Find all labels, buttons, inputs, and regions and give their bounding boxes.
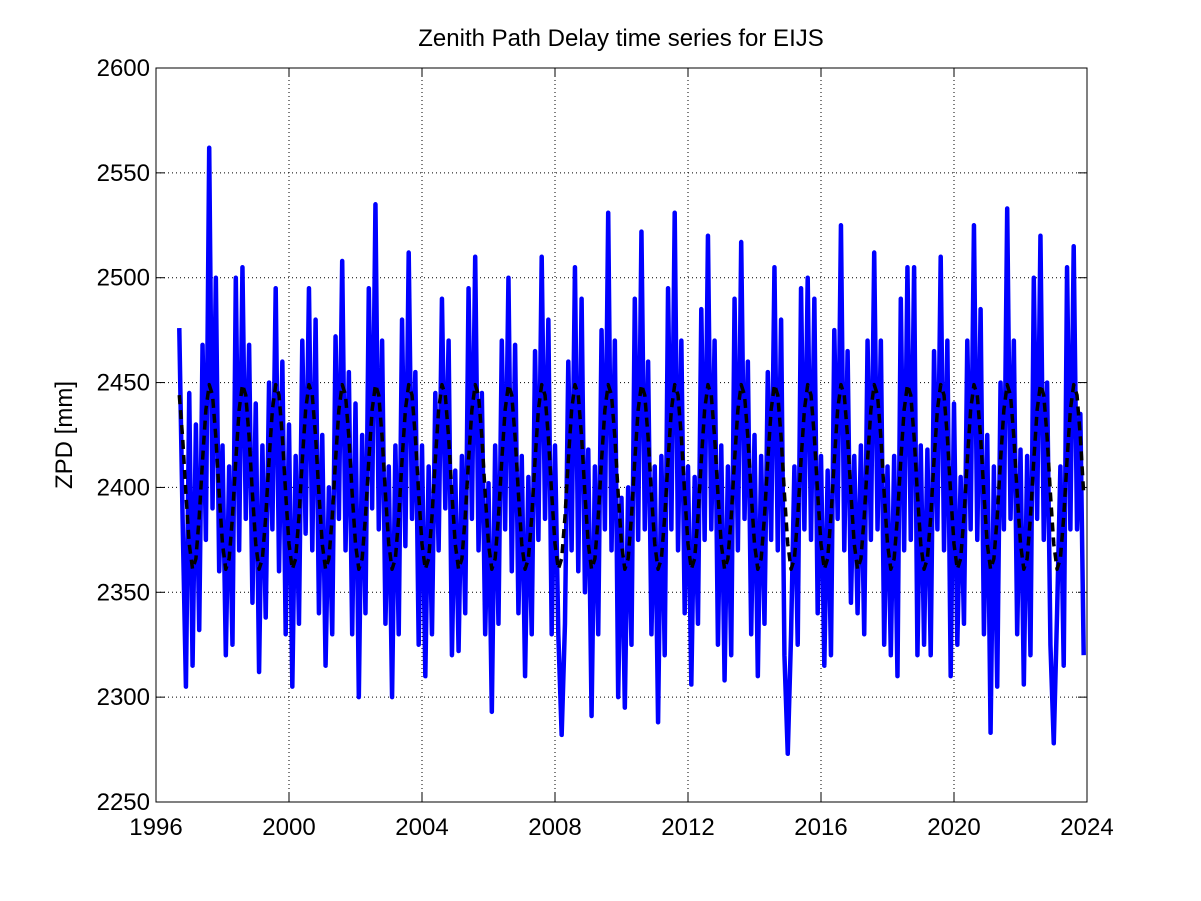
y-tick-label: 2300	[97, 684, 150, 711]
series-line	[177, 145, 1086, 757]
x-tick-label: 2004	[395, 814, 448, 841]
series-line	[177, 382, 1086, 571]
y-tick-label: 2550	[97, 160, 150, 187]
y-tick-label: 2350	[97, 579, 150, 606]
x-tick-label: 2000	[262, 814, 315, 841]
y-tick-label: 2600	[97, 55, 150, 82]
chart-title: Zenith Path Delay time series for EIJS	[418, 25, 824, 52]
y-axis-label: ZPD [mm]	[51, 381, 78, 489]
x-tick-label: 2024	[1060, 814, 1113, 841]
x-tick-label: 2016	[794, 814, 847, 841]
y-tick-label: 2400	[97, 474, 150, 501]
y-tick-label: 2500	[97, 265, 150, 292]
y-tick-label: 2250	[97, 789, 150, 816]
x-tick-label: 2020	[927, 814, 980, 841]
x-tick-label: 2008	[528, 814, 581, 841]
x-tick-label: 2012	[661, 814, 714, 841]
plot-frame	[155, 67, 1088, 803]
y-tick-label: 2450	[97, 370, 150, 397]
x-tick-label: 1996	[129, 814, 182, 841]
